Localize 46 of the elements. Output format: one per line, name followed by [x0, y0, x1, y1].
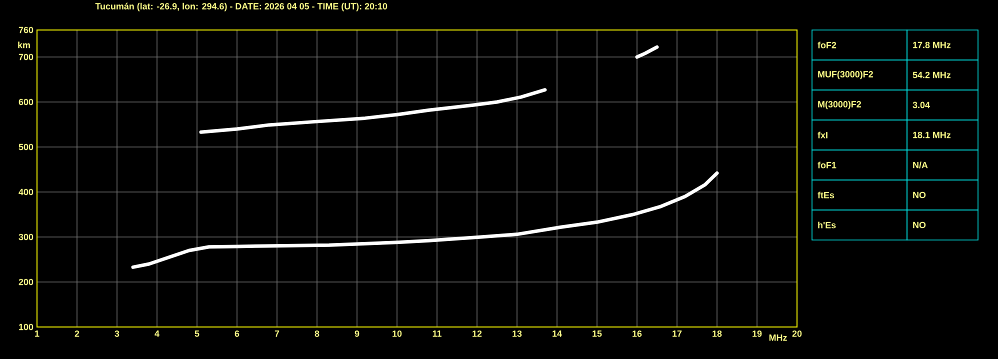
text: foF1 — [818, 162, 836, 168]
x-tick-label: 20 — [792, 330, 802, 337]
x-tick-label: 14 — [552, 330, 562, 337]
text: MUF(3000)F2 — [818, 70, 873, 80]
x-tick-label: 18 — [712, 330, 722, 337]
x-tick-label: 4 — [154, 330, 160, 337]
text: N/A — [913, 162, 928, 168]
x-tick-label: 5 — [194, 330, 200, 337]
text: h'Es — [818, 222, 836, 228]
x-tick-label: 3 — [114, 330, 120, 337]
x-tick-label: 10 — [392, 330, 402, 337]
y-axis-title: km — [18, 42, 30, 48]
y-tick-label: 400 — [18, 188, 34, 196]
y-tick-label: 700 — [18, 54, 34, 60]
text: 3.04 — [912, 102, 930, 108]
x-tick-label: 6 — [234, 330, 240, 337]
chart-title: Tucumán (lat: -26.9, lon: 294.6) - DATE: 2026 04 05 - TIME (UT): 20:10 — [95, 2, 388, 12]
x-tick-label: 8 — [314, 330, 320, 337]
x-tick-label: 17 — [672, 330, 682, 337]
text: fxI — [818, 132, 828, 138]
y-tick-label: 200 — [18, 278, 34, 286]
x-axis-title: MHz — [769, 334, 787, 341]
text: 18.1 MHz — [913, 132, 951, 138]
x-tick-label: 9 — [354, 330, 360, 337]
x-tick-label: 1 — [35, 330, 40, 337]
line-series — [199, 88, 547, 134]
x-tick-label: 12 — [472, 330, 482, 337]
text: foF2 — [818, 42, 836, 48]
y-tick-label: 600 — [18, 98, 34, 106]
text: 17.8 MHz — [913, 42, 951, 48]
text: NO — [913, 222, 926, 228]
text: M(3000)F2 — [818, 100, 862, 110]
x-tick-label: 19 — [752, 330, 762, 337]
y-tick-label: 100 — [19, 324, 34, 330]
x-tick-label: 2 — [74, 330, 80, 337]
y-tick-label: 760 — [18, 26, 34, 34]
text: ftEs — [818, 192, 834, 198]
x-tick-label: 15 — [592, 330, 602, 337]
text: NO — [913, 192, 926, 198]
x-tick-label: 11 — [432, 330, 442, 337]
y-tick-label: 300 — [18, 234, 34, 240]
text: 54.2 MHz — [912, 72, 951, 78]
x-tick-label: 16 — [632, 330, 642, 337]
x-tick-label: 7 — [274, 330, 280, 337]
x-tick-label: 13 — [512, 330, 522, 337]
y-tick-label: 500 — [18, 144, 34, 150]
